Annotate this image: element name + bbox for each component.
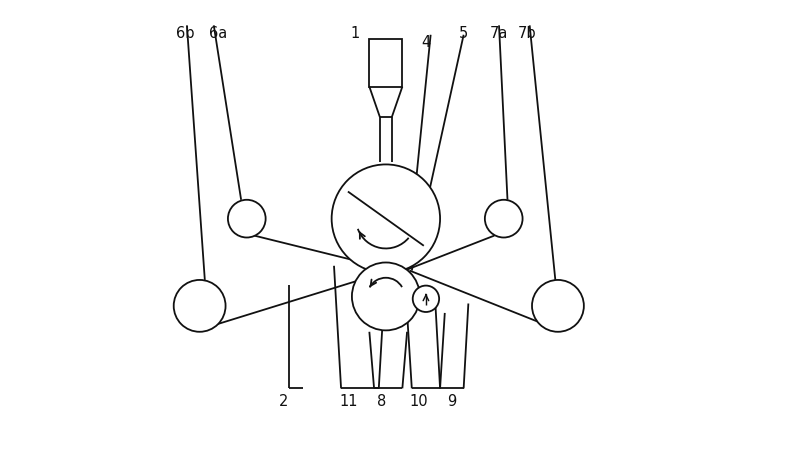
Text: 7b: 7b: [518, 26, 537, 41]
Text: 8: 8: [378, 393, 386, 408]
Text: 6b: 6b: [176, 26, 194, 41]
Text: 6a: 6a: [210, 26, 228, 41]
Circle shape: [532, 280, 584, 332]
Text: 5: 5: [459, 26, 468, 41]
Circle shape: [174, 280, 226, 332]
Circle shape: [413, 286, 439, 312]
Bar: [370, 40, 402, 88]
Circle shape: [332, 165, 440, 273]
Text: 4: 4: [422, 35, 430, 50]
Text: 10: 10: [410, 393, 428, 408]
Circle shape: [485, 200, 522, 238]
Text: 7a: 7a: [490, 26, 508, 41]
Text: 9: 9: [447, 393, 457, 408]
Text: 2: 2: [278, 393, 288, 408]
Text: 11: 11: [340, 393, 358, 408]
Text: 1: 1: [350, 26, 360, 41]
Circle shape: [352, 263, 420, 331]
Circle shape: [228, 200, 266, 238]
